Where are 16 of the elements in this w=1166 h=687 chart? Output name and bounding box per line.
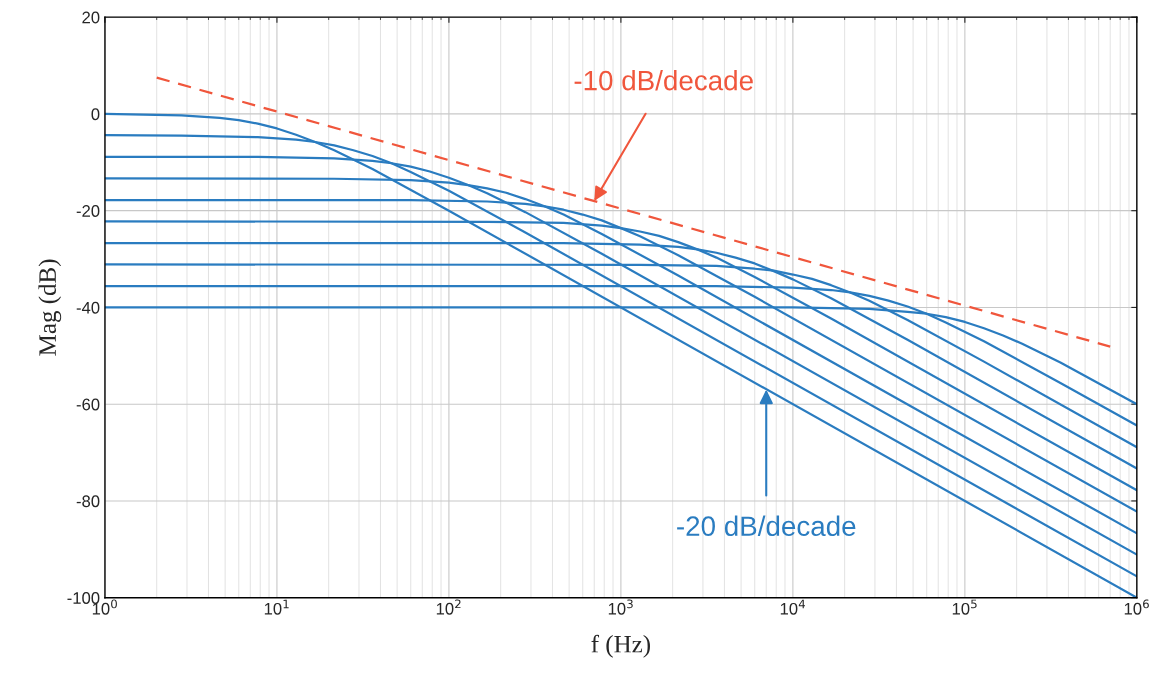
y-tick-label: -80 [76,495,100,508]
y-tick-label: -20 [76,205,100,217]
annotation: -20 dB/decade [677,515,856,537]
x-tick-label: 10$^{1}$ [264,599,289,615]
annotation: -10 dB/decade [574,70,753,91]
y-tick-label: 0 [91,108,100,121]
y-tick-label: -40 [76,301,100,314]
x-axis-title: f (Hz) [591,634,650,658]
x-tick-label: 10$^{2}$ [436,599,461,615]
x-tick-label: 10$^{4}$ [780,599,806,615]
y-tick-label: 20 [82,11,100,24]
x-tick-label: 10$^{6}$ [1124,599,1149,615]
x-tick-label: 10$^{5}$ [952,599,977,615]
y-tick-label: -60 [76,398,100,411]
y-axis-title: Mag (dB) [38,259,62,356]
x-tick-label: 10$^{3}$ [608,599,633,615]
